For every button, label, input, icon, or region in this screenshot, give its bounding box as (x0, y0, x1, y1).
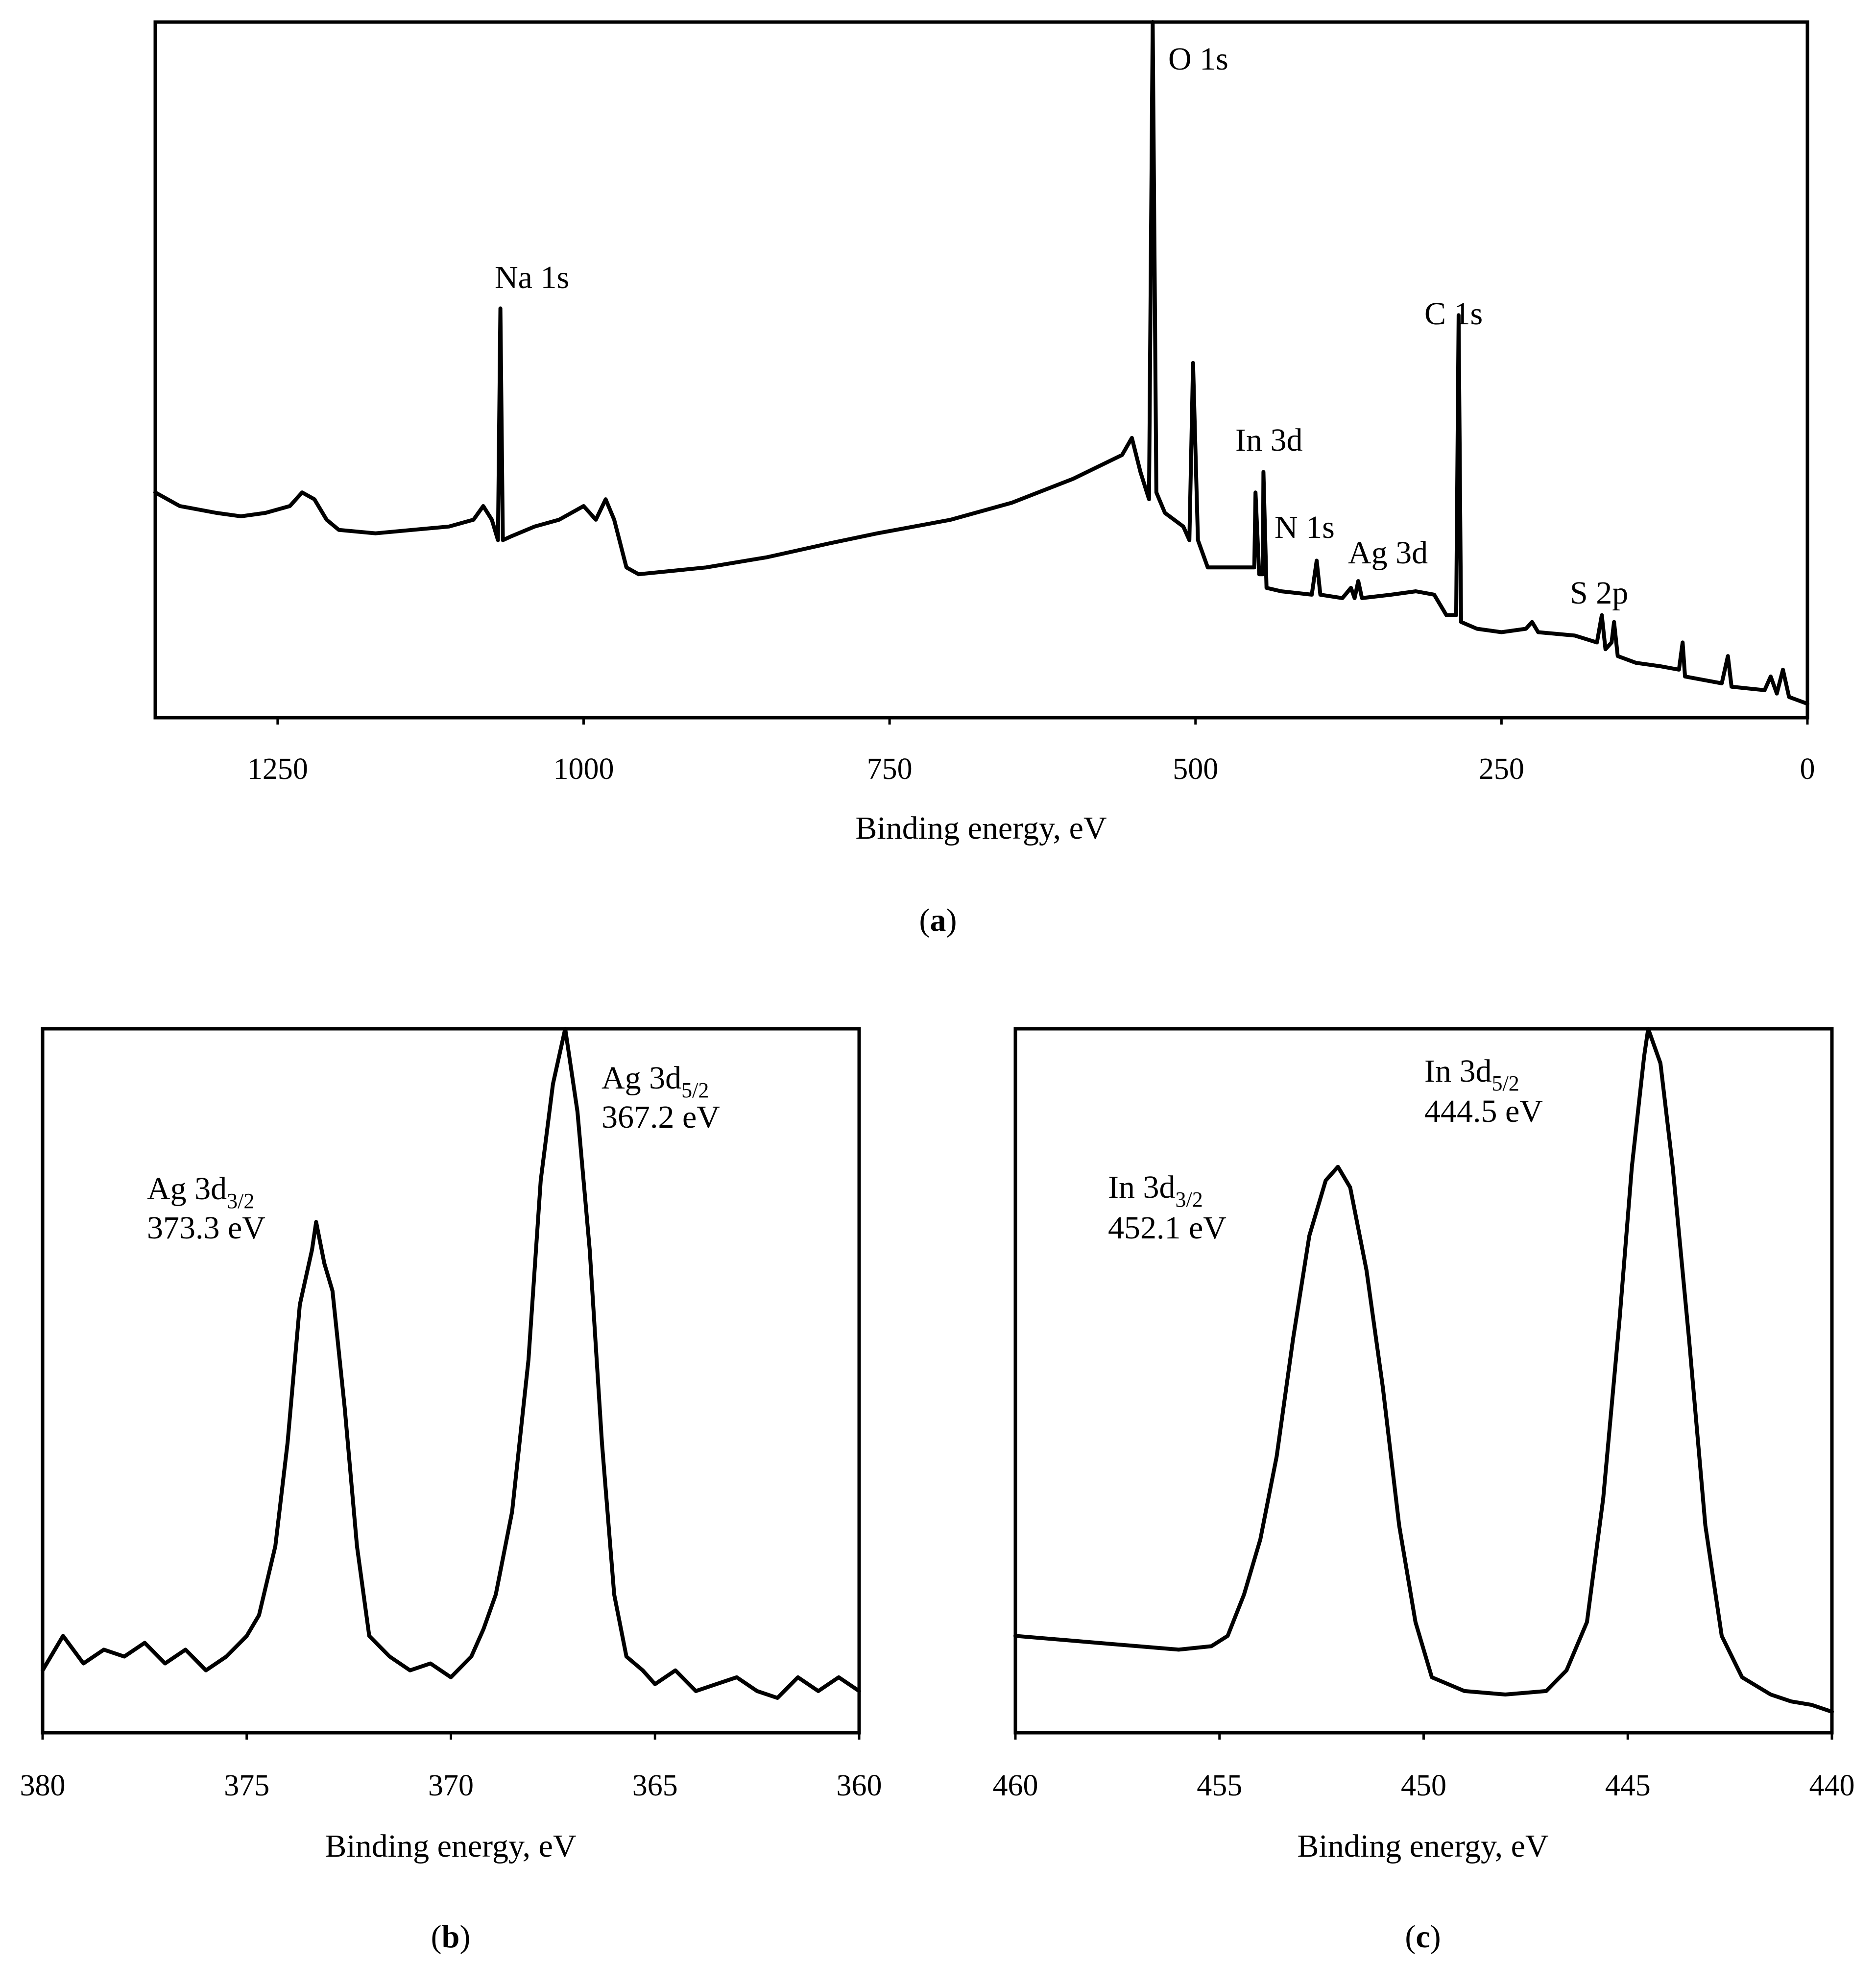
annotation-n-1s: N 1s (1275, 509, 1335, 545)
panel-a-tick-label-1000: 1000 (553, 752, 614, 786)
panel-c-tick-label-455: 455 (1197, 1769, 1242, 1802)
panel-a-caption: (a) (919, 902, 957, 938)
panel-c-x-ticks: 460 455 450 445 440 (993, 1733, 1855, 1802)
annotation-ag-3d32-value: 373.3 eV (147, 1210, 265, 1246)
panel-b: 380 375 370 365 360 Binding energy, eV Ag 3d… (20, 1027, 882, 1955)
annotation-in-3d52-sub: 5/2 (1491, 1071, 1519, 1095)
panel-a-spectrum-line (153, 20, 1809, 706)
annotation-c-1s: C 1s (1424, 296, 1483, 332)
panel-c-spectrum-line (1013, 1027, 1834, 1714)
panel-a: 1250 1000 750 500 250 0 Binding energy, eV Na… (153, 20, 1815, 938)
annotation-ag-3d52-sub: 5/2 (681, 1078, 709, 1102)
annotation-ag-3d32: Ag 3d3/2 (147, 1171, 254, 1213)
panel-b-tick-label-365: 365 (632, 1769, 678, 1802)
panel-b-frame (41, 1027, 861, 1735)
panel-c-tick-label-445: 445 (1605, 1769, 1651, 1802)
annotation-ag-3d52-main: Ag 3d (601, 1060, 681, 1096)
panel-a-frame (153, 20, 1809, 720)
panel-a-x-axis-label: Binding energy, eV (855, 810, 1106, 846)
panel-c: 460 455 450 445 440 Binding energy, eV In 3d… (993, 1027, 1855, 1955)
panel-c-x-axis-label: Binding energy, eV (1297, 1828, 1548, 1864)
panel-b-caption: (b) (431, 1919, 471, 1955)
panel-b-tick-label-380: 380 (20, 1769, 66, 1802)
annotation-in-3d52-value: 444.5 eV (1424, 1093, 1543, 1129)
panel-b-x-ticks: 380 375 370 365 360 (20, 1733, 882, 1802)
panel-b-tick-label-360: 360 (837, 1769, 882, 1802)
panel-c-caption: (c) (1405, 1919, 1441, 1955)
panel-c-caption-letter: c (1416, 1919, 1430, 1955)
panel-a-tick-label-500: 500 (1173, 752, 1218, 786)
panel-b-tick-label-370: 370 (428, 1769, 474, 1802)
annotation-ag-3d52-value: 367.2 eV (601, 1099, 720, 1135)
panel-b-caption-letter: b (442, 1919, 460, 1955)
panel-b-spectrum-line (41, 1027, 861, 1700)
annotation-ag-3d52: Ag 3d5/2 (601, 1060, 709, 1102)
annotation-na-1s: Na 1s (495, 260, 569, 295)
panel-a-caption-letter: a (930, 902, 946, 938)
panel-c-frame (1013, 1027, 1834, 1735)
panel-c-tick-label-460: 460 (993, 1769, 1038, 1802)
annotation-in-3d52: In 3d5/2 (1424, 1053, 1519, 1095)
panel-a-tick-label-1250: 1250 (247, 752, 308, 786)
panel-c-tick-label-440: 440 (1809, 1769, 1855, 1802)
annotation-ag-3d32-sub: 3/2 (227, 1189, 254, 1213)
panel-b-tick-label-375: 375 (224, 1769, 269, 1802)
annotation-in-3d32-value: 452.1 eV (1108, 1210, 1227, 1246)
annotation-s-2p: S 2p (1570, 575, 1628, 611)
annotation-in-3d32-sub: 3/2 (1175, 1187, 1203, 1211)
annotation-in-3d32: In 3d3/2 (1108, 1169, 1203, 1211)
panel-a-x-ticks: 1250 1000 750 500 250 0 (247, 718, 1815, 786)
annotation-in-3d52-main: In 3d (1424, 1053, 1491, 1089)
annotation-in-3d: In 3d (1235, 422, 1302, 458)
annotation-o-1s: O 1s (1168, 41, 1228, 77)
annotation-ag-3d: Ag 3d (1348, 535, 1428, 571)
panel-a-tick-label-0: 0 (1800, 752, 1815, 786)
panel-c-tick-label-450: 450 (1401, 1769, 1446, 1802)
panel-a-tick-label-250: 250 (1479, 752, 1524, 786)
panel-b-x-axis-label: Binding energy, eV (325, 1828, 576, 1864)
annotation-in-3d32-main: In 3d (1108, 1169, 1175, 1205)
panel-a-tick-label-750: 750 (867, 752, 913, 786)
annotation-ag-3d32-main: Ag 3d (147, 1171, 227, 1207)
